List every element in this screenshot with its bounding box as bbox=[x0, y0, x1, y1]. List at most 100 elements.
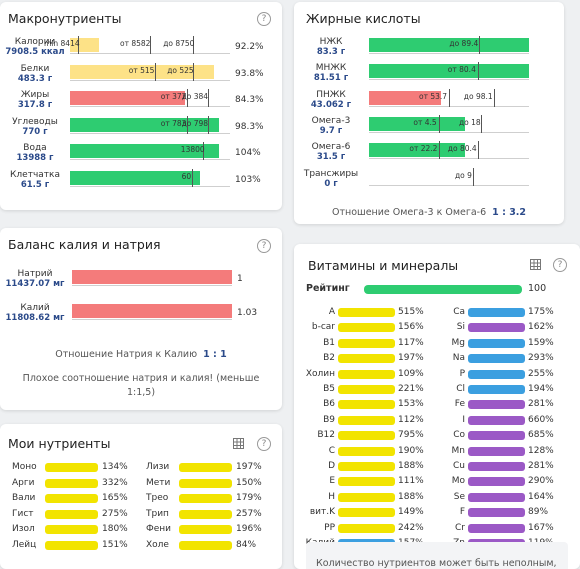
nutrient-name: B5 bbox=[323, 384, 335, 394]
help-icon[interactable]: ? bbox=[257, 437, 271, 451]
nutrient-value: 770 г bbox=[22, 126, 48, 137]
nutrient-name: НЖК bbox=[319, 37, 343, 47]
row-label: Натрий 11437.07 мг bbox=[4, 269, 66, 289]
percent-value: 112% bbox=[398, 414, 424, 425]
help-icon[interactable]: ? bbox=[553, 258, 567, 272]
help-icon[interactable]: ? bbox=[257, 12, 271, 26]
percent-value: 685% bbox=[528, 430, 554, 441]
nutrient-name: Mo bbox=[451, 476, 465, 487]
nutrient-row: Cr 167% bbox=[435, 523, 555, 535]
progress-track: от 515 до 525 bbox=[70, 62, 230, 81]
nutrient-row: Mg 159% bbox=[435, 338, 555, 350]
nutrient-row: Арги 332% bbox=[12, 478, 132, 490]
nutrient-name: Белки bbox=[20, 63, 50, 74]
progress-track: до 89.4 bbox=[369, 36, 529, 54]
sodium-potassium-ratio: Отношение Натрия к Калию 1 : 1 bbox=[55, 349, 227, 360]
nutrient-row: B9 112% bbox=[305, 415, 425, 427]
progress-track: 60 bbox=[70, 168, 230, 187]
percent-value: 293% bbox=[528, 353, 554, 364]
nutrient-bar bbox=[468, 477, 525, 487]
nutrient-bar bbox=[338, 323, 395, 333]
percent-value: 281% bbox=[528, 399, 554, 410]
vitamins-minerals-title: Витамины и минералы bbox=[308, 258, 459, 273]
nutrient-name: Вали bbox=[12, 493, 36, 503]
nutrient-name: Se bbox=[453, 491, 465, 502]
nutrient-value: 11808.62 мг bbox=[5, 313, 65, 323]
percent-value: 190% bbox=[398, 445, 424, 456]
nutrient-bar bbox=[468, 323, 525, 333]
range-marker bbox=[207, 115, 209, 134]
nutrient-row: Ca 175% bbox=[435, 307, 555, 319]
percent-value: 150% bbox=[236, 477, 262, 488]
vitamins-minerals-card: Витамины и минералы ? Рейтинг 100 A 515% b… bbox=[294, 244, 580, 569]
nutrient-row: Mn 128% bbox=[435, 446, 555, 458]
grid-table-icon[interactable] bbox=[233, 438, 244, 449]
nutrient-bar bbox=[179, 540, 232, 550]
row-label: Вода 13988 г bbox=[4, 143, 66, 163]
nutrient-bar bbox=[45, 494, 98, 503]
progress-bar bbox=[369, 64, 529, 79]
nutrient-row: D 188% bbox=[305, 461, 425, 473]
nutrient-bar bbox=[338, 462, 395, 471]
nutrient-bar bbox=[338, 385, 395, 394]
nutrient-name: B6 bbox=[323, 399, 335, 410]
nutrient-bar bbox=[45, 463, 98, 472]
nutrient-row: B2 197% bbox=[305, 353, 425, 365]
nutrient-row: Si 162% bbox=[435, 322, 555, 334]
range-label: до 80.4 bbox=[447, 144, 477, 154]
nutrient-row: Co 685% bbox=[435, 430, 555, 442]
percent-value: 1.03 bbox=[237, 308, 258, 318]
range-label: 13800 bbox=[180, 145, 205, 154]
nutrient-name: Cl bbox=[456, 384, 465, 394]
nutrient-row: Se 164% bbox=[435, 492, 555, 504]
progress-bar bbox=[70, 117, 219, 132]
fatty-acids-card: Жирные кислоты НЖК 83.3 г до 89.4 МНЖК 81.51… bbox=[294, 2, 564, 224]
row-label: Жиры 317.8 г bbox=[4, 90, 66, 110]
rating-bar bbox=[364, 285, 522, 294]
nutrient-name: Лизи bbox=[146, 462, 170, 472]
progress-track: от 53.7 до 98.1 bbox=[369, 88, 529, 107]
nutrient-name: H bbox=[328, 491, 335, 502]
nutrient-bar bbox=[338, 400, 395, 410]
grid-table-icon[interactable] bbox=[530, 259, 541, 270]
nutrient-value: 83.3 г bbox=[316, 47, 346, 57]
ratio-warning: Плохое соотношение натрия и калия! (мень… bbox=[22, 373, 260, 398]
nutrient-bar bbox=[468, 308, 525, 317]
nutrient-bar bbox=[468, 338, 525, 348]
nutrient-bar bbox=[338, 354, 395, 364]
percent-value: 175% bbox=[528, 307, 554, 317]
range-label: от 8582 bbox=[120, 39, 151, 48]
range-label: min 8414 bbox=[44, 39, 80, 48]
nutrient-row: Гист 275% bbox=[12, 509, 132, 521]
nutrient-value: 11437.07 мг bbox=[5, 279, 65, 289]
rating-label: Рейтинг bbox=[306, 283, 350, 294]
nutrient-bar bbox=[179, 478, 232, 488]
nutrient-value: 9.7 г bbox=[319, 125, 343, 136]
percent-value: 93.8% bbox=[235, 68, 264, 79]
percent-value: 84.3% bbox=[235, 95, 264, 105]
nutrient-bar bbox=[468, 369, 525, 379]
range-label: до 525 bbox=[167, 65, 194, 75]
nutrient-name: P bbox=[459, 368, 465, 379]
nutrient-bar bbox=[468, 415, 525, 425]
progress-bar bbox=[369, 143, 465, 158]
row-label: Углеводы 770 г bbox=[4, 117, 66, 137]
nutrient-name: Гист bbox=[12, 508, 34, 519]
nutrient-row: Вали 165% bbox=[12, 493, 132, 505]
progress-track: до 9 bbox=[369, 167, 529, 186]
nutrient-row: F 89% bbox=[435, 507, 555, 519]
nutrient-name: Натрий bbox=[17, 269, 53, 279]
nutrient-bar bbox=[45, 525, 98, 534]
nutrient-bar bbox=[468, 354, 525, 364]
progress-bar bbox=[70, 91, 186, 105]
nutrient-name: Калий bbox=[20, 303, 50, 313]
range-marker bbox=[479, 36, 481, 54]
progress-track: от 4.5 до 18 bbox=[369, 114, 529, 133]
nutrient-row: B6 153% bbox=[305, 399, 425, 411]
range-label: до 384 bbox=[181, 92, 209, 101]
progress-track: min 8414 от 8582 до 8750 bbox=[44, 36, 230, 54]
nutrient-bar bbox=[338, 369, 395, 379]
help-icon[interactable]: ? bbox=[257, 239, 271, 253]
percent-value: 128% bbox=[528, 445, 554, 456]
range-label: от 22.2 bbox=[409, 144, 438, 154]
